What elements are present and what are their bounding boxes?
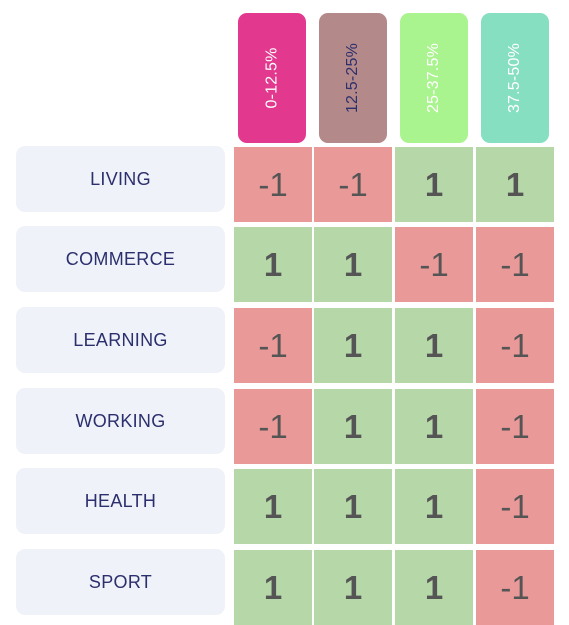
row-label-health: HEALTH [16,468,225,534]
grid-cell: -1 [476,389,554,464]
column-header-label: 12.5-25% [344,42,361,114]
grid-cell: 1 [395,308,473,383]
value-grid: -1 -1 1 1 1 1 -1 -1 -1 1 1 -1 -1 1 1 -1 1 1 1 -1 1 1 1 -1 [234,146,556,625]
grid-cell: -1 [234,147,312,222]
column-header-3: 25-37.5% [400,13,468,143]
grid-cell: 1 [234,550,312,625]
grid-cell: 1 [395,147,473,222]
column-header-4: 37.5-50% [481,13,549,143]
grid-cell: 1 [234,469,312,544]
row-label-learning: LEARNING [16,307,225,373]
grid-cell: 1 [314,389,392,464]
grid-cell: -1 [476,550,554,625]
grid-cell: 1 [395,469,473,544]
row-label-sport: SPORT [16,549,225,615]
grid-cell: -1 [476,469,554,544]
grid-cell: 1 [314,469,392,544]
grid-cell: 1 [476,147,554,222]
grid-cell: -1 [476,227,554,302]
column-header-label: 0-12.5% [263,47,280,109]
column-header-2: 12.5-25% [319,13,387,143]
grid-cell: -1 [234,389,312,464]
grid-cell: 1 [234,227,312,302]
grid-cell: 1 [314,550,392,625]
grid-cell: 1 [395,550,473,625]
column-header-label: 25-37.5% [425,42,442,114]
column-header-1: 0-12.5% [238,13,306,143]
grid-cell: -1 [234,308,312,383]
grid-cell: -1 [476,308,554,383]
grid-cell: -1 [314,147,392,222]
row-label-living: LIVING [16,146,225,212]
grid-cell: 1 [314,308,392,383]
column-header-label: 37.5-50% [506,42,523,114]
row-label-commerce: COMMERCE [16,226,225,292]
row-label-working: WORKING [16,388,225,454]
grid-cell: -1 [395,227,473,302]
grid-cell: 1 [314,227,392,302]
grid-cell: 1 [395,389,473,464]
